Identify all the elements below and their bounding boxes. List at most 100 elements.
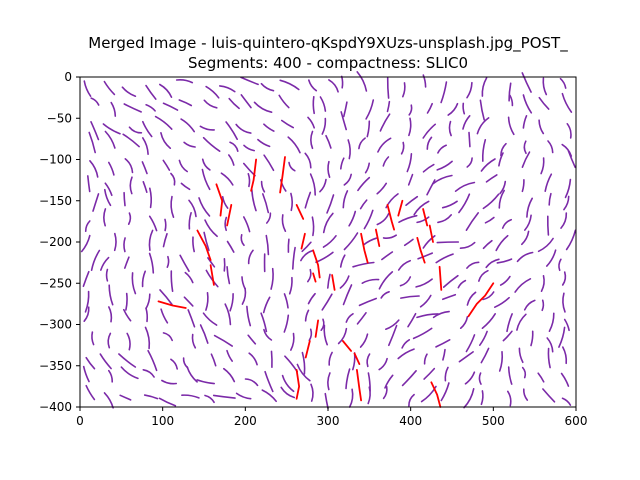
segment-line [278, 94, 290, 109]
highlighted-segment-line [430, 381, 442, 408]
segment-line [376, 182, 387, 195]
segment-line [84, 290, 90, 313]
segment-line [304, 152, 312, 169]
segment-line [385, 319, 400, 330]
segment-line [340, 157, 345, 170]
segment-line [481, 139, 487, 162]
segment-line [481, 313, 496, 329]
segment-line [541, 299, 545, 312]
segment-line [319, 96, 327, 112]
segment-line [500, 142, 507, 157]
segment-line [290, 192, 293, 212]
x-tick-label: 300 [317, 414, 340, 428]
segment-line [119, 394, 132, 401]
segment-line [558, 326, 566, 348]
highlighted-segment-line [397, 199, 404, 217]
segment-line [104, 188, 112, 207]
segment-line [348, 210, 357, 227]
segment-line [401, 370, 417, 387]
y-tick-label: −350 [39, 359, 72, 373]
segment-line [348, 388, 354, 408]
segment-line [398, 214, 418, 223]
segment-line [325, 134, 332, 149]
segment-line [262, 193, 270, 214]
x-axis: 0 100 200 300 400 500 600 [76, 407, 587, 428]
segment-line [248, 352, 258, 366]
segment-line [547, 347, 551, 369]
segment-line [408, 117, 412, 137]
segment-line [494, 296, 510, 308]
segment-line [322, 212, 334, 234]
segment-line [108, 284, 114, 306]
segment-line [307, 268, 312, 283]
segment-line [544, 173, 553, 192]
segment-line [82, 270, 90, 288]
segment-line [499, 180, 507, 195]
segment-line [442, 348, 446, 361]
highlighted-segment-line [279, 156, 286, 194]
segment-line [182, 357, 189, 369]
segment-line [422, 74, 427, 88]
segment-line [546, 249, 557, 267]
segment-line [436, 160, 453, 171]
segment-line [382, 156, 390, 167]
segment-line [501, 218, 512, 229]
segment-line [104, 130, 116, 149]
segment-line [432, 310, 450, 319]
segment-line [347, 139, 351, 160]
y-tick-label: −400 [39, 400, 72, 414]
segment-line [270, 267, 274, 290]
segment-line [563, 195, 570, 211]
segment-line [524, 214, 532, 231]
segment-line [85, 356, 96, 370]
segment-line [540, 157, 545, 175]
segment-line [356, 71, 368, 92]
segment-line [129, 176, 133, 195]
segment-line [342, 284, 353, 306]
y-tick-label: 0 [64, 70, 72, 84]
segment-line [145, 307, 149, 323]
segment-line [482, 193, 500, 210]
highlighted-segment-line [360, 232, 369, 264]
segment-line [188, 199, 197, 218]
segment-line [247, 334, 257, 345]
segment-line [279, 79, 300, 91]
segment-line [444, 366, 449, 382]
segment-line [300, 250, 313, 262]
segment-line [260, 82, 275, 92]
highlighted-segment-line [356, 369, 362, 402]
segment-line [229, 141, 239, 152]
segment-line [565, 229, 577, 251]
segment-line [226, 266, 231, 285]
x-tick-label: 500 [482, 414, 505, 428]
y-axis: 0 −50 −100 −150 −200 −250 −300 −350 −400 [39, 70, 80, 414]
segment-line [127, 212, 132, 225]
segment-line [202, 136, 221, 152]
segment-line [292, 246, 296, 270]
segment-line [514, 278, 532, 293]
highlighted-segment-line [312, 249, 321, 279]
segment-line [183, 296, 194, 307]
segment-line [422, 163, 435, 173]
segment-line [219, 85, 236, 93]
segment-line [499, 275, 511, 286]
segment-line [359, 199, 368, 210]
segment-line [251, 188, 257, 212]
segment-line [323, 324, 328, 346]
segment-line [412, 327, 433, 340]
segment-line [113, 232, 117, 252]
segment-line [463, 388, 475, 409]
segment-line [388, 324, 398, 347]
chart-title: Merged Image - luis-quintero-qKspdY9XUzs… [88, 34, 568, 53]
segment-line [366, 120, 371, 138]
segment-line [121, 86, 137, 97]
segment-line [481, 77, 488, 97]
highlighted-segment-line [422, 208, 429, 227]
segment-line [257, 138, 271, 148]
segment-line [170, 195, 175, 218]
segment-line [311, 216, 315, 237]
segment-line [561, 271, 567, 286]
segment-line [478, 269, 489, 282]
segment-line [141, 270, 146, 288]
